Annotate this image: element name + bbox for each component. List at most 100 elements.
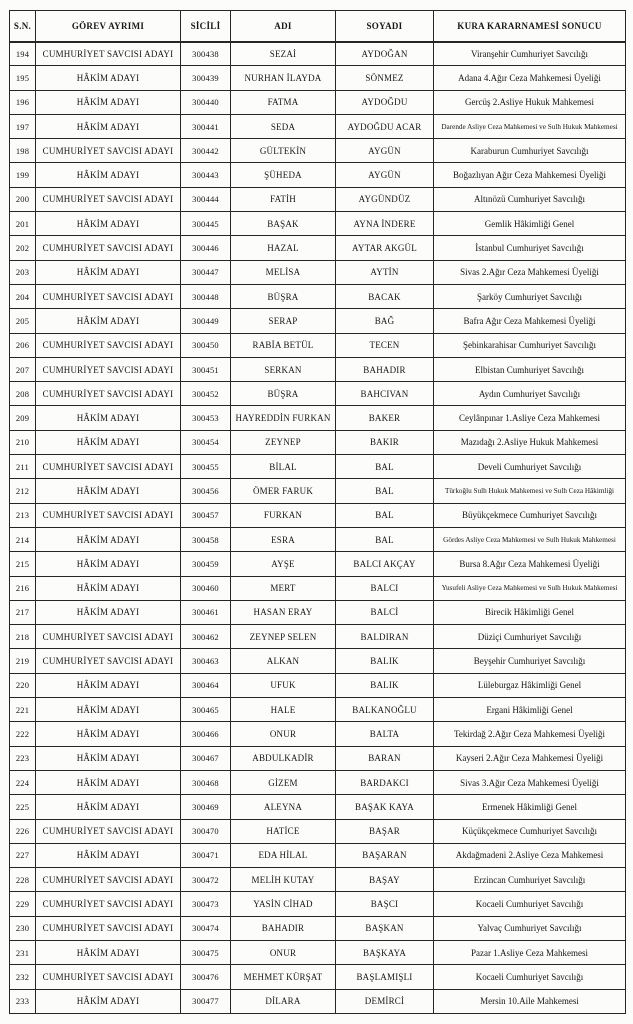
cell-sonuc: Karaburun Cumhuriyet Savcılığı — [433, 138, 626, 164]
cell-adi: ONUR — [230, 721, 336, 747]
cell-sn: 228 — [9, 867, 36, 893]
cell-adi: AYŞE — [230, 551, 336, 577]
cell-soyadi: BAĞ — [335, 308, 434, 334]
cell-sn: 198 — [9, 138, 36, 164]
cell-sn: 199 — [9, 162, 36, 188]
table-row: 207 CUMHURİYET SAVCISI ADAYI 300451 SERKAN B… — [9, 356, 626, 383]
table-row: 225 HÂKİM ADAYI 300469 ALEYNA BAŞAK KAYA Erme… — [9, 794, 626, 820]
cell-soyadi: DEMİRCİ — [335, 988, 434, 1014]
cell-sn: 213 — [9, 502, 36, 528]
cell-gorev: HÂKİM ADAYI — [35, 988, 181, 1014]
cell-adi: BİLAL — [230, 454, 336, 480]
cell-adi: MERT — [230, 575, 336, 601]
assignment-results-table: S.N. GÖREV AYRIMI SİCİLİ ADI SOYADI KURA… — [9, 10, 626, 1014]
cell-adi: HASAN ERAY — [230, 599, 336, 626]
cell-soyadi: BALCI AKÇAY — [335, 551, 434, 577]
cell-sn: 196 — [9, 89, 36, 115]
cell-adi: ZEYNEP SELEN — [230, 624, 336, 650]
cell-soyadi: BAŞKAYA — [335, 939, 434, 966]
table-row: 198 CUMHURİYET SAVCISI ADAYI 300442 GÜLTEKİ… — [9, 138, 626, 164]
cell-soyadi: BAKIR — [335, 429, 434, 456]
cell-adi: DİLARA — [230, 988, 336, 1014]
cell-sicil: 300465 — [180, 697, 231, 723]
column-header-kura-kararnamesi-sonucu: KURA KARARNAMESİ SONUCU — [433, 10, 626, 43]
cell-sn: 225 — [9, 794, 36, 820]
table-row: 195 HÂKİM ADAYI 300439 NURHAN İLAYDA SÖNMEZ A… — [9, 65, 626, 91]
cell-adi: FATMA — [230, 89, 336, 115]
cell-sicil: 300459 — [180, 551, 231, 577]
table-header-row: S.N. GÖREV AYRIMI SİCİLİ ADI SOYADI KURA… — [9, 10, 626, 43]
cell-sicil: 300473 — [180, 891, 231, 917]
cell-adi: ZEYNEP — [230, 429, 336, 456]
cell-sonuc: Bafra Ağır Ceza Mahkemesi Üyeliği — [433, 308, 626, 334]
cell-sn: 200 — [9, 186, 36, 213]
cell-soyadi: BALIK — [335, 672, 434, 699]
cell-sonuc: Büyükçekmece Cumhuriyet Savcılığı — [433, 502, 626, 528]
cell-sonuc: Ceylânpınar 1.Asliye Ceza Mahkemesi — [433, 405, 626, 431]
cell-sn: 210 — [9, 429, 36, 456]
cell-gorev: CUMHURİYET SAVCISI ADAYI — [35, 40, 181, 67]
table-row: 223 HÂKİM ADAYI 300467 ABDULKADİR BARAN Kayse… — [9, 745, 626, 771]
cell-sonuc: Düziçi Cumhuriyet Savcılığı — [433, 624, 626, 650]
cell-sonuc: Darende Asliye Ceza Mahkemesi ve Sulh Hu… — [433, 113, 626, 140]
cell-sonuc: Gördes Asliye Ceza Mahkemesi ve Sulh Huk… — [433, 526, 626, 553]
cell-sonuc: Akdağmadeni 2.Asliye Ceza Mahkemesi — [433, 842, 626, 869]
table-row: 205 HÂKİM ADAYI 300449 SERAP BAĞ Bafra Ağır C… — [9, 308, 626, 334]
cell-sn: 219 — [9, 648, 36, 674]
cell-adi: BAHADIR — [230, 915, 336, 941]
cell-sn: 202 — [9, 235, 36, 261]
cell-soyadi: AYDOĞDU ACAR — [335, 113, 434, 140]
cell-soyadi: SÖNMEZ — [335, 65, 434, 91]
cell-soyadi: BAŞKAN — [335, 915, 434, 941]
cell-sonuc: Erzincan Cumhuriyet Savcılığı — [433, 867, 626, 893]
cell-gorev: CUMHURİYET SAVCISI ADAYI — [35, 648, 181, 674]
cell-sicil: 300449 — [180, 308, 231, 334]
cell-gorev: HÂKİM ADAYI — [35, 794, 181, 820]
cell-gorev: HÂKİM ADAYI — [35, 769, 181, 796]
cell-soyadi: BALKANOĞLU — [335, 697, 434, 723]
cell-adi: HATİCE — [230, 818, 336, 844]
cell-sn: 212 — [9, 478, 36, 504]
cell-sonuc: Ermenek Hâkimliği Genel — [433, 794, 626, 820]
cell-sonuc: Türkoğlu Sulh Hukuk Mahkemesi ve Sulh Ce… — [433, 478, 626, 504]
cell-sonuc: Beyşehir Cumhuriyet Savcılığı — [433, 648, 626, 674]
cell-sn: 227 — [9, 842, 36, 869]
table-row: 224 HÂKİM ADAYI 300468 GİZEM BARDAKCI Sivas 3… — [9, 769, 626, 796]
cell-soyadi: BAŞLAMIŞLI — [335, 964, 434, 990]
cell-sicil: 300472 — [180, 867, 231, 893]
cell-sicil: 300454 — [180, 429, 231, 456]
table-row: 218 CUMHURİYET SAVCISI ADAYI 300462 ZEYNEP … — [9, 624, 626, 650]
cell-adi: HAZAL — [230, 235, 336, 261]
cell-sn: 233 — [9, 988, 36, 1014]
cell-gorev: HÂKİM ADAYI — [35, 526, 181, 553]
cell-soyadi: AYGÜN — [335, 162, 434, 188]
cell-soyadi: BAL — [335, 526, 434, 553]
cell-sonuc: Birecik Hâkimliği Genel — [433, 599, 626, 626]
cell-sn: 209 — [9, 405, 36, 431]
cell-gorev: CUMHURİYET SAVCISI ADAYI — [35, 332, 181, 358]
table-row: 226 CUMHURİYET SAVCISI ADAYI 300470 HATİCE B… — [9, 818, 626, 844]
cell-sonuc: Elbistan Cumhuriyet Savcılığı — [433, 356, 626, 383]
table-row: 212 HÂKİM ADAYI 300456 ÖMER FARUK BAL Türkoğl… — [9, 478, 626, 504]
cell-gorev: CUMHURİYET SAVCISI ADAYI — [35, 624, 181, 650]
cell-soyadi: AYDOĞDU — [335, 89, 434, 115]
cell-sn: 215 — [9, 551, 36, 577]
cell-gorev: HÂKİM ADAYI — [35, 113, 181, 140]
column-header-adi: ADI — [230, 10, 336, 43]
cell-sicil: 300462 — [180, 624, 231, 650]
cell-sn: 232 — [9, 964, 36, 990]
cell-sicil: 300450 — [180, 332, 231, 358]
cell-gorev: CUMHURİYET SAVCISI ADAYI — [35, 818, 181, 844]
cell-adi: ŞÜHEDA — [230, 162, 336, 188]
cell-adi: BÜŞRA — [230, 283, 336, 310]
cell-sicil: 300468 — [180, 769, 231, 796]
cell-sicil: 300445 — [180, 211, 231, 237]
cell-sicil: 300471 — [180, 842, 231, 869]
table-row: 204 CUMHURİYET SAVCISI ADAYI 300448 BÜŞRA BA… — [9, 283, 626, 310]
cell-soyadi: BALDIRAN — [335, 624, 434, 650]
cell-sicil: 300453 — [180, 405, 231, 431]
cell-adi: GİZEM — [230, 769, 336, 796]
cell-sonuc: Altınözü Cumhuriyet Savcılığı — [433, 186, 626, 213]
cell-adi: ALKAN — [230, 648, 336, 674]
table-row: 202 CUMHURİYET SAVCISI ADAYI 300446 HAZAL AY… — [9, 235, 626, 261]
